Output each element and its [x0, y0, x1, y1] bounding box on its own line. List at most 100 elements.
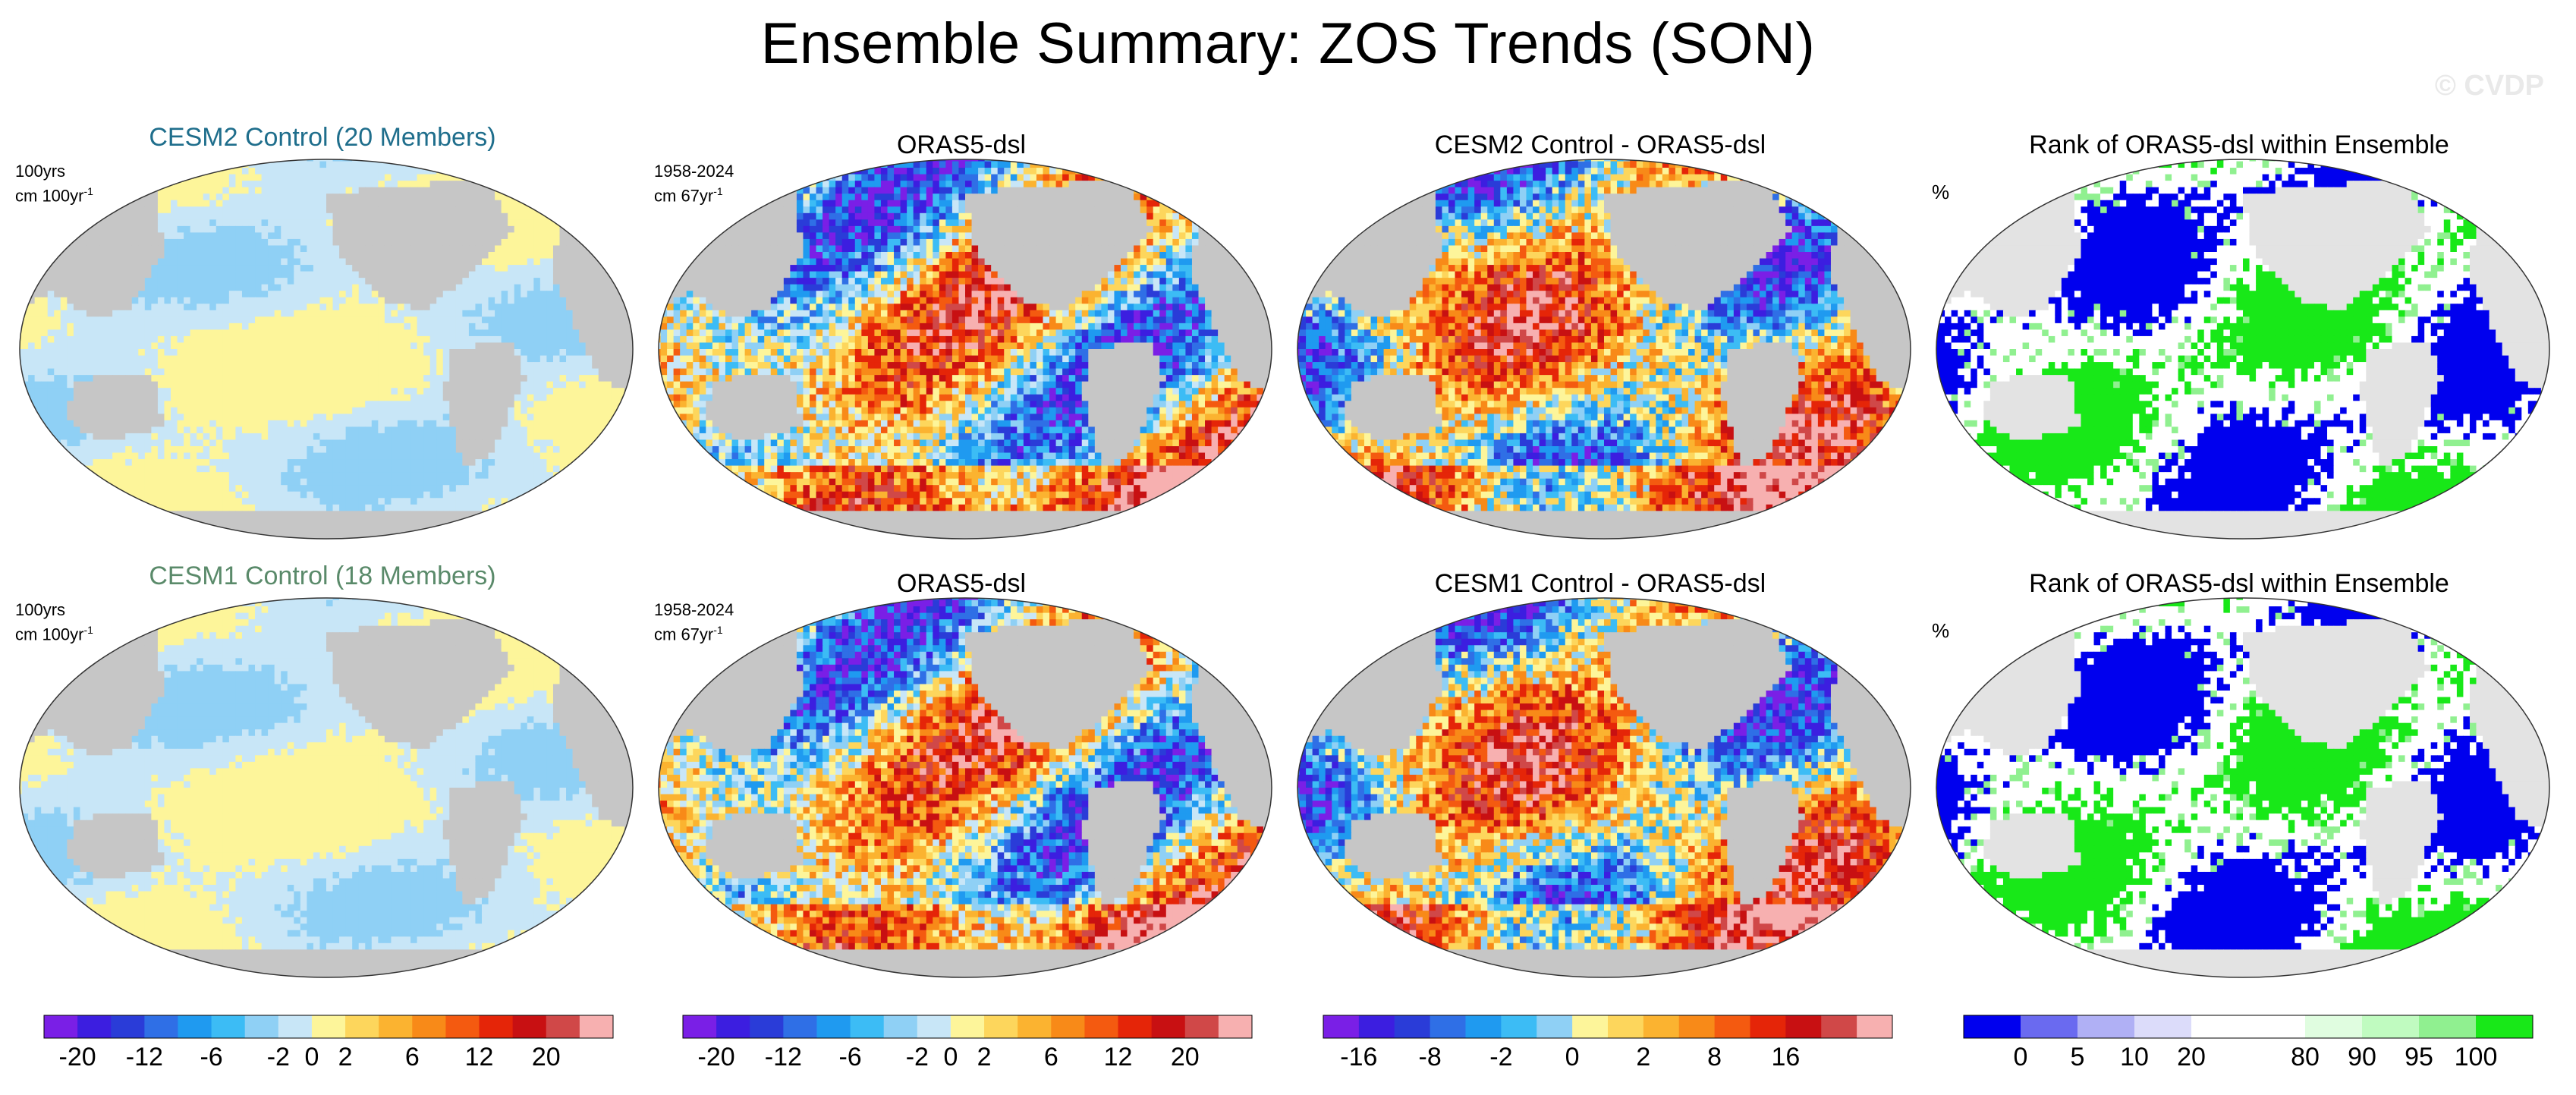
period-text: 1958-2024 — [654, 600, 734, 619]
map-diff — [1297, 597, 1911, 978]
colorbar-swatch — [1678, 1015, 1716, 1038]
colorbar-swatch — [278, 1015, 313, 1038]
panel-period-label: 1958-2024 cm 67yr-1 — [654, 161, 734, 206]
colorbar-tick-label: 20 — [2177, 1043, 2206, 1071]
colorbar-swatch — [1184, 1015, 1219, 1038]
map-mean — [19, 159, 634, 540]
colorbar-swatch — [2305, 1015, 2363, 1038]
colorbar-swatch — [2134, 1015, 2192, 1038]
colorbar-svg: -16 -8 -2 0 2 8 16 — [1323, 1015, 1893, 1071]
colorbar-tick-label: -16 — [1340, 1043, 1377, 1071]
panel-title: CESM1 Control (18 Members) — [8, 562, 637, 591]
colorbar-4: 0 5 10 20 80 90 95 100 — [1963, 1015, 2534, 1071]
units-sup: -1 — [83, 624, 93, 636]
map-raster — [1297, 598, 1911, 977]
colorbar-tick-label: -2 — [267, 1043, 290, 1071]
colorbar-tick-label: -6 — [838, 1043, 861, 1071]
percent-text: % — [1932, 619, 1949, 642]
colorbar-tick-label: 8 — [1707, 1043, 1722, 1071]
colorbar-swatch — [2248, 1015, 2306, 1038]
colorbar-tick-label: 0 — [304, 1043, 319, 1071]
colorbar-svg: 0 5 10 20 80 90 95 100 — [1963, 1015, 2534, 1071]
colorbar-tick-label: 95 — [2405, 1043, 2433, 1071]
panel-row1-rank: Rank of ORAS5-dsl within Ensemble % — [1924, 123, 2554, 548]
colorbar-swatch — [1394, 1015, 1431, 1038]
colorbar-swatch — [178, 1015, 212, 1038]
colorbar-swatch — [917, 1015, 951, 1038]
colorbar-tick-label: 6 — [405, 1043, 420, 1071]
map-outline — [19, 597, 634, 978]
map-obs — [658, 159, 1272, 540]
map-outline — [1936, 159, 2550, 540]
percent-text: % — [1932, 181, 1949, 203]
colorbar-swatch — [1750, 1015, 1786, 1038]
colorbar-tick-label: 90 — [2348, 1043, 2376, 1071]
map-mean — [19, 597, 634, 978]
colorbar-swatch — [379, 1015, 413, 1038]
units-sup: -1 — [713, 624, 722, 636]
colorbar-tick-label: 0 — [1565, 1043, 1580, 1071]
colorbar-swatch — [77, 1015, 112, 1038]
panel-period-label: 100yrs cm 100yr-1 — [15, 161, 93, 206]
colorbar-tick-label: 20 — [532, 1043, 561, 1071]
colorbar-tick-label: 2 — [338, 1043, 353, 1071]
panel-row1-diff: CESM2 Control - ORAS5-dsl — [1285, 123, 1915, 548]
map-outline — [658, 159, 1272, 540]
panel-units-label: % — [1932, 182, 1949, 203]
colorbar-svg: -20 -12 -6 -2 0 2 6 12 20 — [682, 1015, 1253, 1071]
map-rank — [1936, 159, 2550, 540]
colorbar-swatch — [984, 1015, 1018, 1038]
colorbar-swatch — [750, 1015, 784, 1038]
colorbar-swatch — [1084, 1015, 1119, 1038]
colorbar-swatch — [2362, 1015, 2420, 1038]
colorbar-swatch — [1501, 1015, 1537, 1038]
colorbar-tick-label: 6 — [1044, 1043, 1058, 1071]
colorbar-tick-label: -2 — [906, 1043, 929, 1071]
colorbar-tick-label: 12 — [1104, 1043, 1133, 1071]
panel-units-label: % — [1932, 621, 1949, 641]
panel-period-label: 1958-2024 cm 67yr-1 — [654, 599, 734, 644]
period-text: 100yrs — [15, 600, 65, 619]
colorbar-swatch — [816, 1015, 851, 1038]
colorbar-swatch — [783, 1015, 817, 1038]
colorbar-swatch — [1608, 1015, 1644, 1038]
panel-title: Rank of ORAS5-dsl within Ensemble — [1924, 131, 2554, 160]
colorbar-tick-label: 0 — [943, 1043, 958, 1071]
colorbar-swatch — [2077, 1015, 2135, 1038]
colorbar-swatch — [1964, 1015, 2021, 1038]
colorbar-swatch — [546, 1015, 580, 1038]
panel-row2-mean: CESM1 Control (18 Members) 100yrs cm 100y… — [8, 562, 637, 986]
colorbar-tick-label: 5 — [2071, 1043, 2085, 1071]
colorbar-swatch — [1536, 1015, 1573, 1038]
map-raster — [659, 159, 1272, 539]
colorbar-tick-label: -6 — [200, 1043, 222, 1071]
colorbar-tick-label: 80 — [2291, 1043, 2320, 1071]
panel-row1-mean: CESM2 Control (20 Members) 100yrs cm 100y… — [8, 123, 637, 548]
colorbar-swatch — [244, 1015, 279, 1038]
colorbar-swatch — [883, 1015, 918, 1038]
panel-title: ORAS5-dsl — [646, 569, 1276, 599]
units-text: cm 67yr — [654, 625, 713, 643]
period-text: 100yrs — [15, 162, 65, 181]
colorbar-swatch — [512, 1015, 547, 1038]
panel-row2-diff: CESM1 Control - ORAS5-dsl — [1285, 562, 1915, 986]
map-raster — [1936, 159, 2549, 539]
colorbar-swatch — [412, 1015, 446, 1038]
colorbar-swatch — [2419, 1015, 2477, 1038]
colorbar-1: -20 -12 -6 -2 0 2 6 12 20 — [43, 1015, 614, 1071]
colorbar-tick-label: -2 — [1489, 1043, 1512, 1071]
colorbar-border — [1323, 1015, 1893, 1039]
colorbar-tick-label: 16 — [1771, 1043, 1800, 1071]
colorbar-swatch — [1714, 1015, 1750, 1038]
colorbar-swatch — [479, 1015, 514, 1038]
colorbar-tick-label: 2 — [977, 1043, 992, 1071]
colorbar-swatch — [579, 1015, 614, 1038]
colorbar-swatch — [1151, 1015, 1186, 1038]
period-text: 1958-2024 — [654, 162, 734, 181]
colorbar-swatch — [2476, 1015, 2534, 1038]
panel-row2-rank: Rank of ORAS5-dsl within Ensemble % — [1924, 562, 2554, 986]
colorbar-swatch — [345, 1015, 379, 1038]
panel-title: CESM2 Control (20 Members) — [8, 123, 637, 153]
colorbar-swatch — [1821, 1015, 1857, 1038]
colorbar-tick-label: -12 — [126, 1043, 163, 1071]
